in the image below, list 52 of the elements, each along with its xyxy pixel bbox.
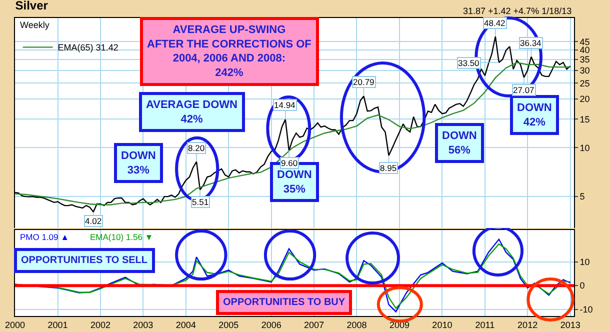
x-tick-label: 2009	[390, 320, 410, 330]
legend-label: EMA(65) 31.42	[58, 42, 118, 53]
text: EMA(10) 1.56 ▼	[90, 232, 154, 242]
annotation: AVERAGE DOWN 42%	[146, 99, 238, 126]
annotation: 5.51	[192, 197, 209, 207]
text: 31.87 +1.42 +4.7% 1/18/13	[463, 6, 572, 16]
y-tick-label: 25	[580, 78, 590, 88]
y-tick-label: 10	[580, 142, 590, 153]
annotation: DOWN 35%	[277, 169, 312, 196]
annotation: 48.42	[484, 18, 506, 28]
x-tick-label: 2002	[90, 320, 111, 330]
y-tick-label: -10	[580, 304, 593, 314]
annotation: 20.79	[353, 77, 375, 87]
annotation: OPPORTUNITIES TO BUY	[223, 297, 346, 308]
y-tick-label: 15	[580, 114, 590, 124]
y-tick-label: 40	[580, 45, 590, 56]
x-tick-label: 2010	[432, 320, 452, 330]
x-tick-label: 2011	[475, 320, 495, 330]
x-tick-label: 2013	[560, 320, 580, 330]
annotation: DOWN 42%	[517, 102, 552, 128]
y-tick-label: 10	[580, 256, 590, 267]
annotation: 36.34	[520, 38, 542, 48]
x-tick-label: 2007	[304, 320, 324, 330]
x-tick-label: 2008	[346, 320, 367, 330]
annotation: OPPORTUNITIES TO SELL	[21, 255, 148, 266]
x-tick-label: 2012	[518, 320, 538, 330]
y-tick-label: 5	[580, 192, 585, 202]
x-tick-label: 2001	[48, 320, 68, 330]
annotation: Weekly	[20, 20, 50, 30]
annotation: 8.20	[188, 143, 205, 153]
y-tick-label: 20	[580, 94, 590, 104]
annotation: 4.02	[85, 216, 102, 226]
y-tick-label: 0	[580, 280, 585, 291]
text: PMO 1.09 ▲	[20, 232, 70, 242]
x-tick-label: 2000	[4, 320, 26, 330]
annotation: 33.50	[458, 58, 480, 68]
chart-title: Silver	[15, 0, 48, 13]
annotation: 27.07	[513, 85, 535, 95]
annotation: AVERAGE UP-SWING AFTER THE CORRECTIONS OF 2004, 2006 AND 2008: 242%	[147, 24, 312, 79]
line-series	[15, 62, 571, 206]
y-tick-label: 30	[580, 65, 590, 76]
annotation: 8.95	[380, 163, 397, 173]
x-tick-label: 2006	[261, 320, 282, 330]
x-tick-label: 2004	[176, 320, 196, 330]
annotation: 14.94	[274, 100, 296, 110]
y-tick-label: 45	[580, 36, 590, 47]
y-tick-label: 35	[580, 54, 590, 65]
annotation: DOWN 33%	[121, 150, 156, 176]
annotation: DOWN 56%	[442, 130, 477, 156]
x-tick-label: 2003	[133, 320, 154, 330]
x-tick-label: 2005	[218, 320, 239, 330]
annotation: 9.60	[281, 158, 298, 168]
